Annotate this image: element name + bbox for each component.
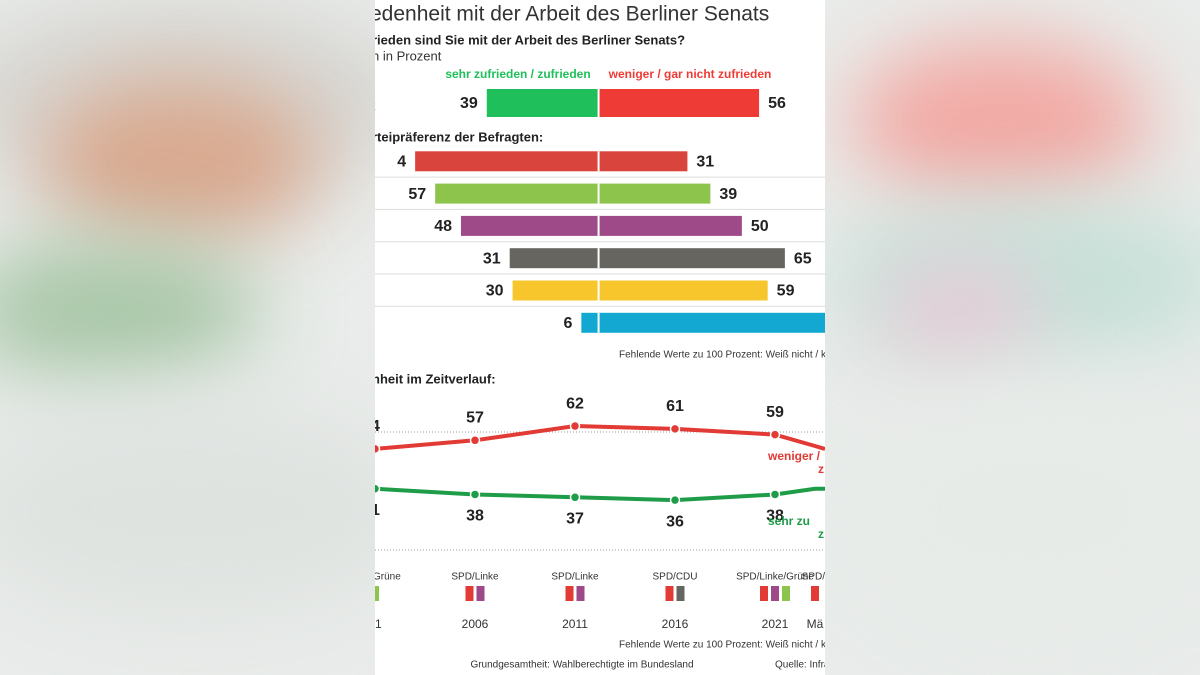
bar bbox=[512, 280, 599, 301]
point bbox=[669, 423, 681, 435]
value-label: 4 bbox=[397, 154, 406, 171]
bar bbox=[598, 89, 760, 117]
value-label: 59 bbox=[766, 404, 784, 421]
x-tick-label: 2011 bbox=[562, 617, 588, 631]
government-label: SPD/Linke bbox=[451, 572, 499, 583]
value-label: 50 bbox=[751, 218, 769, 235]
series-label: z bbox=[818, 462, 824, 476]
government-label: SPD/( bbox=[802, 572, 829, 583]
value-label: 57 bbox=[466, 410, 484, 427]
section-heading: nheit im Zeitverlauf: bbox=[372, 371, 496, 386]
bar bbox=[581, 312, 599, 333]
party-marker bbox=[665, 586, 674, 601]
value-label: 31 bbox=[483, 250, 501, 267]
value-label: 59 bbox=[777, 283, 795, 300]
legend-label: sehr zufrieden / zufrieden bbox=[445, 67, 590, 81]
value-label: 4 bbox=[371, 418, 380, 435]
bar bbox=[435, 183, 599, 204]
bar bbox=[598, 280, 768, 301]
footnote: Fehlende Werte zu 100 Prozent: Weiß nich… bbox=[619, 640, 832, 651]
bar bbox=[598, 312, 825, 333]
party-marker bbox=[576, 586, 585, 601]
bar bbox=[598, 183, 711, 204]
point bbox=[569, 492, 581, 503]
x-tick-label: 01 bbox=[368, 617, 382, 631]
point bbox=[375, 483, 381, 494]
value-label: 31 bbox=[696, 154, 714, 171]
party-marker bbox=[476, 586, 485, 601]
bar bbox=[509, 248, 599, 269]
point bbox=[469, 435, 481, 446]
bar bbox=[460, 215, 599, 236]
value-label: 48 bbox=[434, 218, 452, 235]
point bbox=[669, 494, 681, 506]
footnote: Fehlende Werte zu 100 Prozent: Weiß nich… bbox=[619, 350, 832, 361]
title: edenheit mit der Arbeit des Berliner Sen… bbox=[370, 3, 769, 26]
value-label: 1 bbox=[371, 502, 380, 519]
party-marker bbox=[771, 586, 779, 601]
value-label: 39 bbox=[460, 95, 478, 112]
value-label: 65 bbox=[794, 250, 812, 267]
government-label: Grüne bbox=[373, 572, 401, 583]
government-label: SPD/Linke bbox=[551, 572, 599, 583]
series-label: z bbox=[818, 527, 824, 541]
unit: n in Prozent bbox=[372, 48, 442, 63]
base-note: Grundgesamtheit: Wahlberechtigte im Bund… bbox=[470, 660, 693, 671]
point bbox=[769, 489, 781, 500]
party-marker bbox=[565, 586, 574, 601]
party-marker bbox=[465, 586, 474, 601]
point bbox=[469, 489, 481, 500]
value-label: 56 bbox=[768, 95, 786, 112]
party-marker bbox=[782, 586, 790, 601]
value-label: 57 bbox=[408, 186, 426, 203]
value-label: 30 bbox=[486, 283, 504, 300]
x-tick-label: Mä bbox=[807, 617, 824, 631]
government-label: SPD/CDU bbox=[652, 572, 697, 583]
point bbox=[569, 420, 581, 432]
x-tick-label: 2006 bbox=[462, 617, 489, 631]
government-label: SPD/Linke/Grüne bbox=[736, 572, 814, 583]
x-tick-label: 2021 bbox=[762, 617, 789, 631]
series-label: sehr zu bbox=[768, 514, 810, 528]
legend-label: weniger / gar nicht zufrieden bbox=[608, 67, 772, 81]
bar bbox=[486, 89, 599, 117]
bar bbox=[598, 248, 785, 269]
party-marker bbox=[375, 586, 379, 601]
value-label: 38 bbox=[766, 508, 784, 525]
series-label: weniger / bbox=[767, 449, 821, 463]
party-marker bbox=[760, 586, 768, 601]
question: rieden sind Sie mit der Arbeit des Berli… bbox=[372, 32, 685, 47]
bar bbox=[598, 151, 688, 172]
value-label: 36 bbox=[666, 513, 684, 530]
party-marker bbox=[676, 586, 685, 601]
value-label: 39 bbox=[719, 186, 737, 203]
source: Quelle: Infra bbox=[775, 660, 830, 671]
value-label: 6 bbox=[563, 315, 572, 332]
value-label: 62 bbox=[566, 395, 584, 412]
panel-content: edenheit mit der Arbeit des Berliner Sen… bbox=[368, 3, 832, 671]
bar bbox=[415, 151, 599, 172]
point bbox=[769, 429, 781, 440]
party-marker bbox=[811, 586, 819, 601]
x-tick-label: 2016 bbox=[662, 617, 689, 631]
point bbox=[375, 443, 381, 455]
value-label: 38 bbox=[466, 508, 484, 525]
value-label: 61 bbox=[666, 398, 684, 415]
bar bbox=[598, 215, 742, 236]
section-heading: rteipräferenz der Befragten: bbox=[372, 129, 543, 144]
value-label: 37 bbox=[566, 511, 584, 528]
